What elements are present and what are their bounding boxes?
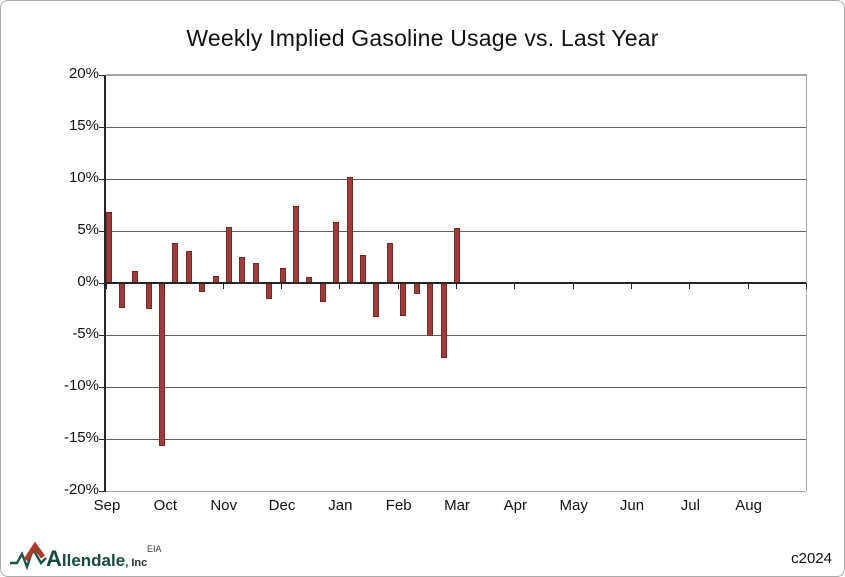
bar-week-14 <box>279 268 286 283</box>
bar-week-7 <box>185 250 192 283</box>
month-tick <box>747 283 749 289</box>
y-axis-label: -5% <box>72 325 99 342</box>
gridline <box>106 74 806 76</box>
month-tick <box>281 283 282 289</box>
gridline <box>106 490 806 492</box>
y-axis-label: 15% <box>68 117 99 134</box>
gridline <box>106 178 806 180</box>
month-tick <box>397 283 399 289</box>
month-tick <box>456 283 457 289</box>
bar-week-25 <box>427 283 434 337</box>
month-label-mar: Mar <box>444 497 470 514</box>
month-tick <box>514 283 516 289</box>
copyright-label: c2024 <box>791 550 832 567</box>
month-label-sep: Sep <box>93 497 121 514</box>
month-tick <box>572 283 574 289</box>
bar-week-20 <box>360 254 367 283</box>
bar-week-4 <box>145 283 152 309</box>
month-label-jun: Jun <box>619 497 645 514</box>
y-axis-tick <box>99 490 105 492</box>
y-axis-tick <box>99 438 105 440</box>
y-axis-label: -20% <box>63 481 99 498</box>
month-label-dec: Dec <box>268 497 296 514</box>
bar-week-8 <box>199 283 206 293</box>
y-axis-tick <box>99 282 105 284</box>
gridline <box>106 438 806 440</box>
month-label-oct: Oct <box>153 497 177 514</box>
bar-week-2 <box>118 283 125 308</box>
y-axis-label: -15% <box>63 429 99 446</box>
logo-text: Allendale, Inc. <box>46 546 147 571</box>
logo-peak <box>23 541 46 562</box>
month-tick <box>806 283 807 289</box>
bar-week-11 <box>239 257 246 283</box>
bar-week-27 <box>453 227 460 283</box>
month-label-feb: Feb <box>385 497 412 514</box>
month-label-may: May <box>559 497 588 514</box>
y-axis-label: 0% <box>77 273 99 290</box>
month-tick <box>339 283 341 289</box>
bar-week-19 <box>346 176 353 283</box>
y-axis-tick <box>99 230 105 232</box>
chart-title: Weekly Implied Gasoline Usage vs. Last Y… <box>186 25 659 51</box>
bar-week-26 <box>440 283 447 358</box>
plot-area <box>99 74 807 492</box>
bar-week-17 <box>319 283 326 302</box>
y-axis-line <box>104 75 106 492</box>
gridline <box>106 386 806 388</box>
y-axis-label: -10% <box>63 377 99 394</box>
bar-week-21 <box>373 283 380 318</box>
bar-week-1 <box>106 212 112 283</box>
bar-week-18 <box>333 221 340 283</box>
month-label-apr: Apr <box>503 497 527 514</box>
month-tick <box>164 283 166 289</box>
bar-week-12 <box>252 263 259 283</box>
y-axis-label: 10% <box>68 169 99 186</box>
y-axis-tick <box>99 386 105 388</box>
y-axis-tick <box>99 178 105 180</box>
bar-week-15 <box>293 206 300 283</box>
bar-week-23 <box>400 283 407 317</box>
bar-week-6 <box>172 243 179 283</box>
month-tick <box>106 283 107 289</box>
month-tick <box>689 283 691 289</box>
month-tick <box>631 283 632 289</box>
y-axis-label: 5% <box>77 221 99 238</box>
allendale-logo: Allendale, Inc. <box>10 541 147 571</box>
bar-week-22 <box>386 243 393 283</box>
y-axis-label: 20% <box>68 65 99 82</box>
y-axis-tick <box>99 126 105 128</box>
month-label-jan: Jan <box>328 497 353 514</box>
bar-week-24 <box>413 283 420 295</box>
month-tick <box>222 283 224 289</box>
eia-label: EIA <box>147 544 162 554</box>
month-label-nov: Nov <box>210 497 237 514</box>
y-axis-tick <box>99 74 105 76</box>
gridline <box>106 334 806 336</box>
bar-week-10 <box>225 226 232 283</box>
bar-week-13 <box>266 283 273 299</box>
gridline <box>106 126 806 128</box>
logo-zigzag <box>10 546 47 571</box>
y-axis-tick <box>99 334 105 336</box>
month-label-aug: Aug <box>735 497 762 514</box>
month-label-jul: Jul <box>680 497 700 514</box>
bar-week-5 <box>158 283 165 447</box>
